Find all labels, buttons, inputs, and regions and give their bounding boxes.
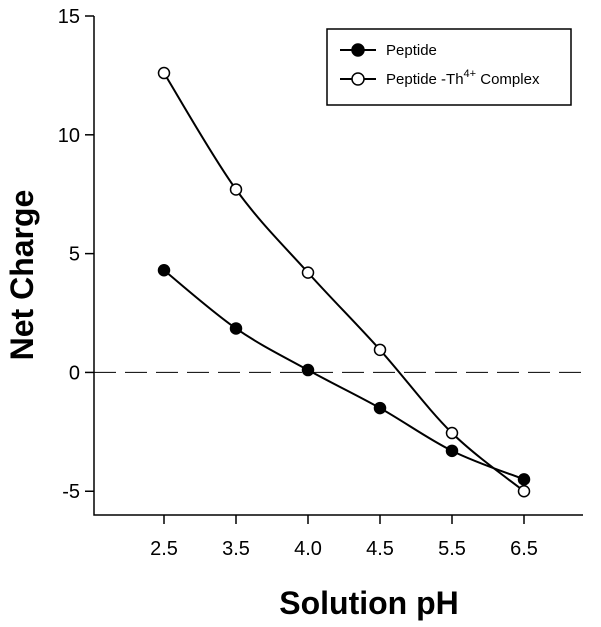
legend-marker-peptide [351,43,365,57]
series-0-point-3 [373,401,387,415]
y-tick-label-3: 10 [58,125,80,147]
legend: Peptide Peptide -Th4+ Complex [326,28,572,106]
x-tick-label-4: 5.5 [438,538,466,560]
x-tick-label-5: 6.5 [510,538,538,560]
series-1-point-1 [229,183,243,196]
y-tick-label-1: 0 [69,362,80,384]
series-0-point-2 [301,363,315,377]
y-axis-title: Net Charge [4,190,40,361]
y-tick-label-2: 5 [69,244,80,266]
series-1-point-4 [445,426,459,440]
y-tick-label-0: -5 [62,481,80,503]
legend-box [326,28,572,106]
axes: -5 0 5 10 15 2.5 3.5 4.0 4.5 5.5 6.5 [58,6,583,560]
series-1-point-5 [517,484,531,498]
x-axis-title: Solution pH [279,585,459,621]
series-1-point-2 [301,266,315,279]
x-tick-label-1: 3.5 [222,538,250,560]
legend-label-peptide: Peptide [386,42,437,59]
legend-label-complex-suffix: Complex [476,71,540,88]
y-tick-label-4: 15 [58,6,80,28]
x-tick-label-2: 4.0 [294,538,322,560]
axis-frame [93,16,583,516]
series-line-1 [163,72,525,493]
series-1-point-3 [373,343,387,357]
legend-label-complex: Peptide -Th4+ Complex [386,68,540,88]
series-1-point-0 [157,66,171,80]
series-0-point-1 [229,322,243,335]
series-0-point-5 [517,473,531,486]
x-tick-label-0: 2.5 [150,538,178,560]
x-tick-label-3: 4.5 [366,538,394,560]
legend-marker-complex [351,72,365,86]
legend-label-complex-base: Peptide -Th [386,71,464,88]
series-0-point-4 [445,444,459,458]
series-0-point-0 [157,264,171,277]
legend-label-complex-superscript: 4+ [464,68,477,80]
series-layer [157,66,531,498]
